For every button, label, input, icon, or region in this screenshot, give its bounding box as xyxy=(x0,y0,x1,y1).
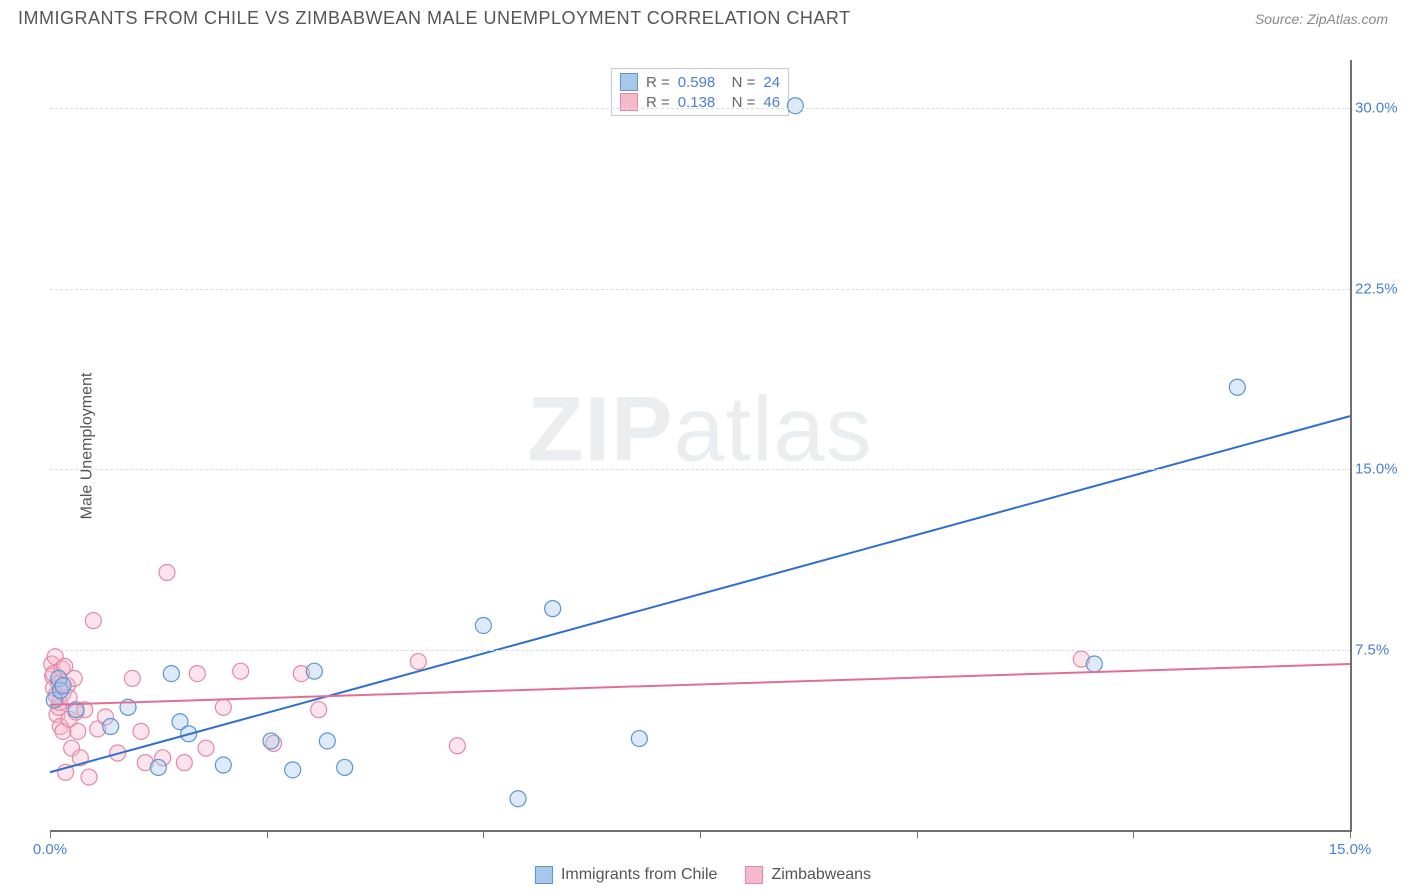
x-tick xyxy=(917,830,918,838)
scatter-point xyxy=(337,759,353,775)
scatter-point xyxy=(263,733,279,749)
legend-swatch-zim-icon xyxy=(745,866,763,884)
chart-title: IMMIGRANTS FROM CHILE VS ZIMBABWEAN MALE… xyxy=(18,8,851,29)
scatter-point xyxy=(124,670,140,686)
scatter-point xyxy=(133,723,149,739)
x-tick-label: 0.0% xyxy=(33,841,67,858)
scatter-point xyxy=(510,791,526,807)
scatter-point xyxy=(81,769,97,785)
scatter-point xyxy=(449,738,465,754)
scatter-point xyxy=(475,617,491,633)
legend-series: Immigrants from Chile Zimbabweans xyxy=(535,866,871,884)
scatter-point xyxy=(787,98,803,114)
legend-swatch-chile-icon xyxy=(535,866,553,884)
scatter-point xyxy=(545,601,561,617)
x-tick xyxy=(267,830,268,838)
scatter-svg xyxy=(50,60,1350,830)
gridline-h xyxy=(50,650,1350,651)
x-tick-label: 15.0% xyxy=(1329,841,1372,858)
scatter-point xyxy=(311,702,327,718)
scatter-point xyxy=(55,678,71,694)
scatter-point xyxy=(233,663,249,679)
source-label: Source: ZipAtlas.com xyxy=(1255,11,1388,27)
scatter-point xyxy=(198,740,214,756)
y-tick-label: 30.0% xyxy=(1355,100,1406,117)
x-tick xyxy=(1350,830,1351,838)
scatter-point xyxy=(85,613,101,629)
chart-plot-area: ZIPatlas R = 0.598 N = 24 R = 0.138 N = … xyxy=(50,60,1352,832)
x-tick xyxy=(1133,830,1134,838)
scatter-point xyxy=(215,699,231,715)
scatter-point xyxy=(103,719,119,735)
scatter-point xyxy=(410,654,426,670)
legend-label-zim: Zimbabweans xyxy=(771,866,871,884)
legend-item-zim: Zimbabweans xyxy=(745,866,871,884)
scatter-point xyxy=(163,666,179,682)
scatter-point xyxy=(319,733,335,749)
scatter-point xyxy=(631,731,647,747)
y-tick-label: 7.5% xyxy=(1355,641,1406,658)
y-tick-label: 15.0% xyxy=(1355,461,1406,478)
scatter-point xyxy=(150,759,166,775)
x-tick xyxy=(50,830,51,838)
x-tick xyxy=(483,830,484,838)
gridline-h xyxy=(50,289,1350,290)
legend-item-chile: Immigrants from Chile xyxy=(535,866,717,884)
scatter-point xyxy=(1229,379,1245,395)
scatter-point xyxy=(285,762,301,778)
scatter-point xyxy=(159,565,175,581)
y-tick-label: 22.5% xyxy=(1355,280,1406,297)
x-tick xyxy=(700,830,701,838)
scatter-point xyxy=(176,755,192,771)
gridline-h xyxy=(50,108,1350,109)
scatter-point xyxy=(189,666,205,682)
scatter-point xyxy=(70,723,86,739)
scatter-point xyxy=(1086,656,1102,672)
scatter-point xyxy=(306,663,322,679)
legend-label-chile: Immigrants from Chile xyxy=(561,866,717,884)
scatter-point xyxy=(215,757,231,773)
gridline-h xyxy=(50,469,1350,470)
